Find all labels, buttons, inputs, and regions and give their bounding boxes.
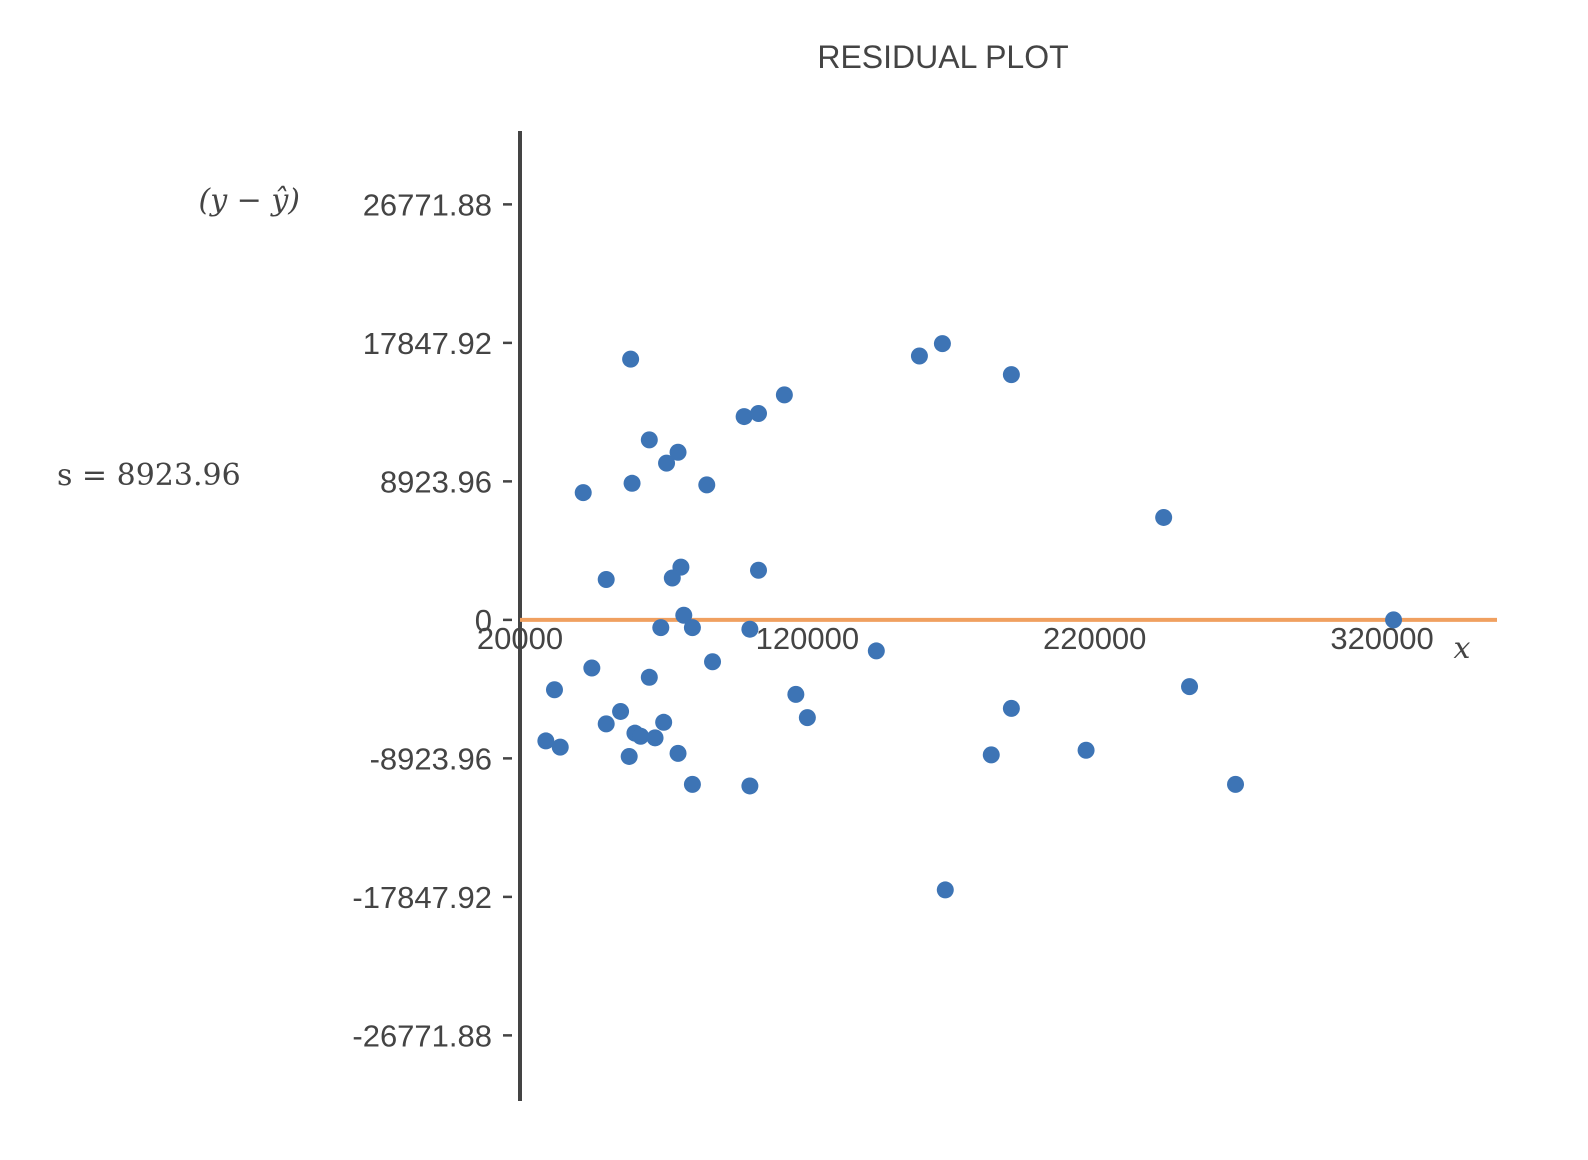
y-axis-label: (y − ŷ) (198, 183, 300, 218)
data-point (632, 727, 650, 745)
data-point (597, 715, 615, 733)
x-tick-label: 220000 (1043, 621, 1146, 656)
data-point (936, 881, 954, 899)
y-tick-label: 0 (475, 603, 492, 638)
data-point (683, 775, 701, 793)
x-axis-label: x (1454, 631, 1471, 666)
data-point (640, 668, 658, 686)
data-point (640, 431, 658, 449)
data-point (1077, 741, 1095, 759)
data-point (652, 619, 670, 637)
data-point (1155, 508, 1173, 526)
data-point (867, 642, 885, 660)
data-point (675, 606, 693, 624)
data-point (597, 571, 615, 589)
data-point (551, 738, 569, 756)
data-point (741, 620, 759, 638)
data-point (646, 729, 664, 747)
data-point (620, 747, 638, 765)
data-point (798, 709, 816, 727)
data-point (750, 561, 768, 579)
y-tick-label: 26771.88 (363, 187, 492, 222)
data-point (1002, 366, 1020, 384)
data-point (910, 347, 928, 365)
data-points (537, 335, 1403, 899)
data-point (623, 474, 641, 492)
data-point (612, 702, 630, 720)
x-tick-label: 120000 (756, 621, 859, 656)
y-tick-label: -26771.88 (352, 1018, 492, 1053)
data-point (1181, 678, 1199, 696)
y-tick-label: 17847.92 (363, 326, 492, 361)
data-point (663, 569, 681, 587)
data-point (704, 653, 722, 671)
data-point (669, 443, 687, 461)
y-ticks: 26771.88 17847.92 8923.96 0 -8923.96 -17847.9… (352, 187, 512, 1053)
y-tick-label: -8923.96 (370, 741, 492, 776)
data-point (537, 732, 555, 750)
y-tick-label: 8923.96 (380, 464, 492, 499)
data-point (683, 619, 701, 637)
data-point (1227, 775, 1245, 793)
data-point (583, 659, 601, 677)
data-point (669, 744, 687, 762)
x-ticks: 20000 120000 220000 320000 (477, 621, 1434, 656)
data-point (735, 408, 753, 426)
data-point (741, 777, 759, 795)
data-point (1385, 611, 1403, 629)
data-point (750, 404, 768, 422)
data-point (574, 484, 592, 502)
data-point (622, 350, 640, 368)
data-point (655, 713, 673, 731)
x-tick-label: 320000 (1330, 621, 1433, 656)
data-point (545, 681, 563, 699)
data-point (775, 386, 793, 404)
chart-title: RESIDUAL PLOT (817, 39, 1068, 75)
data-point (982, 746, 1000, 764)
data-point (658, 454, 676, 472)
data-point (933, 335, 951, 353)
y-tick-label: -17847.92 (352, 880, 492, 915)
data-point (698, 476, 716, 494)
std-error-annotation: s = 8923.96 (57, 458, 241, 493)
data-point (787, 685, 805, 703)
data-point (1002, 699, 1020, 717)
